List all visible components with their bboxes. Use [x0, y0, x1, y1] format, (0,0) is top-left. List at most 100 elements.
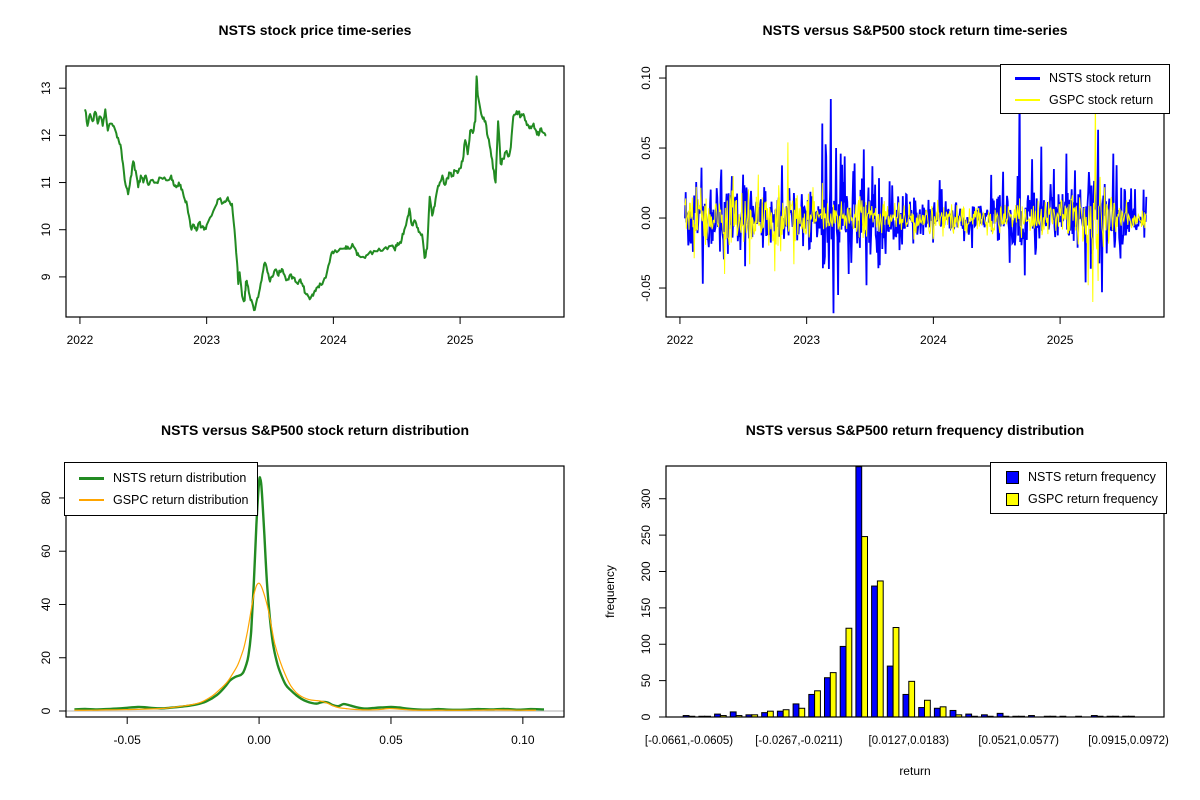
bar: [933, 707, 941, 717]
y-tick-label: 0: [39, 707, 53, 714]
bar: [798, 707, 806, 717]
y-tick-label: 200: [639, 561, 653, 581]
y-tick-label: 0.10: [639, 66, 653, 90]
bin-label: [-0.0661,-0.0605): [645, 735, 733, 747]
legend-return-timeseries: NSTS stock return GSPC stock return: [1000, 64, 1170, 114]
bar: [845, 627, 853, 717]
legend-label: NSTS stock return: [1049, 71, 1152, 85]
bar: [824, 677, 831, 717]
x-tick-label: 2024: [920, 333, 947, 347]
y-tick-label: 100: [639, 634, 653, 654]
y-tick-label: 60: [39, 544, 53, 558]
bar: [939, 706, 947, 717]
bar: [808, 693, 816, 717]
bar: [949, 709, 957, 717]
bar: [729, 711, 737, 717]
chart-title: NSTS versus S&P500 stock return time-ser…: [762, 22, 1068, 38]
nsts-line-swatch: [79, 476, 104, 480]
plot-border: [65, 65, 565, 318]
nsts-box-swatch: [1006, 470, 1019, 484]
y-tick-label: 150: [639, 598, 653, 618]
x-tick-label: 2024: [320, 333, 347, 347]
frequency-distribution-plot: 0 50 100 150 200 250 300 [-0.0661,-0.0605) [-0.0…: [603, 465, 1169, 778]
legend-label: NSTS return distribution: [113, 471, 247, 485]
y-tick-label: 0.05: [639, 136, 653, 160]
chart-title: NSTS stock price time-series: [218, 22, 412, 38]
bar: [886, 665, 894, 717]
legend-frequency-distribution: NSTS return frequency GSPC return freque…: [990, 462, 1167, 514]
x-tick-label: 0.05: [379, 733, 403, 747]
legend-item: NSTS return frequency: [991, 466, 1166, 488]
plot-border: [65, 465, 565, 718]
bin-label: [0.0915,0.0972): [1088, 735, 1169, 747]
price-series-line: [84, 75, 547, 312]
x-tick-label: 0.00: [247, 733, 271, 747]
plot-border: [665, 65, 1165, 318]
y-tick-label: 10: [39, 223, 53, 237]
legend-label: GSPC stock return: [1049, 93, 1154, 107]
y-tick-label: 11: [39, 176, 53, 189]
price-timeseries-plot: 2022 2023 2024 2025 9 10 11 12 13: [39, 65, 565, 347]
y-tick-label: 0: [639, 713, 653, 720]
plot-border: [665, 465, 1165, 718]
panel-return-distribution: NSTS versus S&P500 stock return distribu…: [0, 400, 600, 800]
bar: [876, 580, 884, 717]
legend-item: GSPC return distribution: [65, 489, 257, 511]
x-tick-label: 2022: [667, 333, 694, 347]
gspc-line-swatch: [1015, 99, 1040, 101]
x-tick-label: 0.10: [511, 733, 535, 747]
y-tick-label: 9: [39, 273, 53, 280]
bin-label: [-0.0267,-0.0211): [755, 735, 843, 747]
bar: [855, 466, 863, 717]
bar: [814, 690, 821, 717]
panel-frequency-distribution: NSTS versus S&P500 return frequency dist…: [600, 400, 1200, 800]
legend-label: NSTS return frequency: [1028, 470, 1156, 484]
bar: [871, 585, 878, 717]
bin-label: [0.0127,0.0183): [869, 735, 950, 747]
bar: [761, 712, 768, 717]
bar: [792, 703, 800, 717]
bin-label: [0.0521,0.0577): [978, 735, 1059, 747]
bar: [839, 645, 847, 717]
bar: [782, 709, 790, 717]
chart-title: NSTS versus S&P500 return frequency dist…: [745, 422, 1085, 438]
return-timeseries-plot: 2022 2023 2024 2025 -0.05 0.00 0.05 0.10: [639, 65, 1165, 347]
legend-label: GSPC return frequency: [1028, 492, 1158, 506]
y-tick-label: 80: [39, 491, 53, 505]
bar: [829, 672, 837, 717]
return-distribution-plot: -0.05 0.00 0.05 0.10 0 20 40 60 80: [39, 465, 565, 747]
gspc-line-swatch: [79, 499, 104, 501]
y-tick-label: -0.05: [639, 274, 653, 302]
y-tick-label: 250: [639, 525, 653, 545]
legend-item: NSTS return distribution: [65, 467, 257, 489]
x-tick-label: 2025: [1047, 333, 1074, 347]
y-tick-label: 50: [639, 674, 653, 688]
return-series-line: [684, 84, 1148, 314]
legend-item: GSPC stock return: [1001, 89, 1169, 111]
y-tick-label: 0.00: [639, 206, 653, 230]
density-curve: [74, 582, 537, 711]
y-tick-label: 40: [39, 597, 53, 611]
bar: [767, 710, 774, 717]
legend-label: GSPC return distribution: [113, 493, 249, 507]
chart-title: NSTS versus S&P500 stock return distribu…: [160, 422, 470, 438]
bar: [861, 536, 869, 717]
bar: [918, 707, 926, 717]
x-axis-label: return: [899, 764, 930, 778]
bar: [908, 680, 916, 717]
y-tick-label: 20: [39, 651, 53, 665]
bar: [902, 693, 910, 717]
y-axis-label: frequency: [603, 565, 617, 618]
panel-return-timeseries: NSTS versus S&P500 stock return time-ser…: [600, 0, 1200, 400]
x-tick-label: 2025: [447, 333, 474, 347]
legend-item: NSTS stock return: [1001, 67, 1169, 89]
y-tick-label: 300: [639, 488, 653, 508]
x-tick-label: -0.05: [114, 733, 142, 747]
panel-price-timeseries: NSTS stock price time-series 2022 2023 202…: [0, 0, 600, 400]
bar: [776, 710, 784, 717]
gspc-box-swatch: [1006, 492, 1019, 506]
legend-return-distribution: NSTS return distribution GSPC return dis…: [64, 462, 258, 516]
return-series-line: [684, 84, 1147, 303]
x-tick-label: 2023: [193, 333, 220, 347]
